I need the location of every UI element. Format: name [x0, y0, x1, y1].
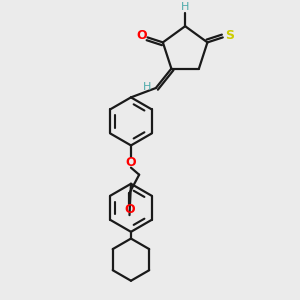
Text: O: O: [126, 156, 136, 169]
Text: O: O: [136, 29, 147, 42]
Text: S: S: [225, 29, 234, 42]
Text: H: H: [181, 2, 189, 12]
Text: H: H: [143, 82, 151, 92]
Text: O: O: [124, 203, 135, 216]
